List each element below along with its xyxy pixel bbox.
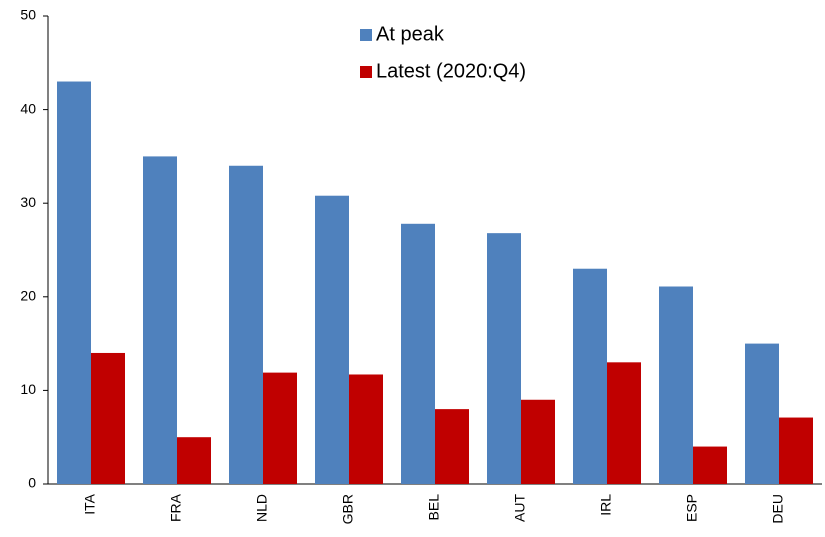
bar xyxy=(57,81,91,485)
bar xyxy=(607,362,641,484)
bar xyxy=(315,195,349,484)
bar xyxy=(91,352,125,484)
y-tick-label: 20 xyxy=(20,288,36,304)
bar xyxy=(745,343,779,484)
bar xyxy=(435,409,469,484)
bar xyxy=(143,156,177,484)
x-tick-label: GBR xyxy=(340,494,356,524)
bar xyxy=(401,223,435,485)
bar xyxy=(659,286,693,484)
bar xyxy=(177,437,211,484)
x-tick-label: NLD xyxy=(254,494,270,522)
x-tick-label: DEU xyxy=(770,494,786,524)
bar xyxy=(263,372,297,484)
y-tick-label: 40 xyxy=(20,100,36,116)
y-tick-label: 0 xyxy=(28,475,36,491)
x-tick-label: IRL xyxy=(598,494,614,516)
bar xyxy=(229,165,263,484)
bar xyxy=(487,233,521,484)
bar xyxy=(779,417,813,484)
x-tick-label: BEL xyxy=(426,494,442,521)
bar xyxy=(349,374,383,484)
y-tick-label: 10 xyxy=(20,381,36,397)
legend-label: At peak xyxy=(376,23,445,45)
bar xyxy=(693,446,727,484)
bar xyxy=(521,399,555,484)
x-tick-label: ITA xyxy=(82,493,98,514)
y-tick-label: 50 xyxy=(20,7,36,23)
x-tick-label: AUT xyxy=(512,494,528,522)
legend-swatch xyxy=(360,66,372,78)
legend-swatch xyxy=(360,29,372,41)
x-tick-label: ESP xyxy=(684,494,700,522)
legend-label: Latest (2020:Q4) xyxy=(376,60,526,82)
x-tick-label: FRA xyxy=(168,493,184,522)
y-tick-label: 30 xyxy=(20,194,36,210)
bar xyxy=(573,268,607,484)
